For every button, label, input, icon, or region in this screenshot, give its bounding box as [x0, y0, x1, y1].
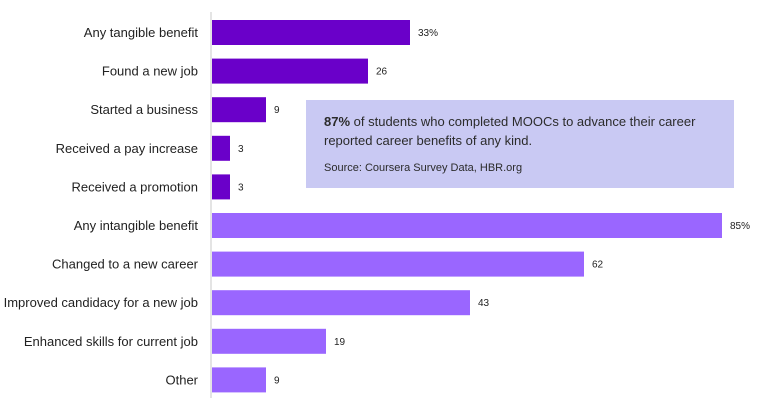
bar-received-a-promotion: [212, 174, 230, 200]
bar-started-a-business: [212, 97, 266, 123]
category-label-received-a-pay-increase: Received a pay increase: [56, 141, 198, 156]
value-label-received-a-pay-increase: 3: [238, 144, 244, 155]
bars: [212, 20, 722, 393]
bar-any-tangible-benefit: [212, 20, 410, 45]
bar-any-intangible-benefit: [212, 213, 722, 238]
callout-text: 87% of students who completed MOOCs to a…: [324, 112, 716, 150]
value-label-other: 9: [274, 375, 280, 386]
value-label-improved-candidacy-for-a-new-job: 43: [478, 298, 490, 309]
category-label-started-a-business: Started a business: [90, 102, 198, 117]
bar-enhanced-skills-for-current-job: [212, 328, 326, 354]
bar-received-a-pay-increase: [212, 135, 230, 161]
value-label-found-a-new-job: 26: [376, 67, 388, 78]
category-label-any-tangible-benefit: Any tangible benefit: [84, 25, 199, 40]
callout-highlight: 87%: [324, 114, 351, 129]
value-label-any-tangible-benefit: 33%: [418, 28, 438, 39]
category-label-received-a-promotion: Received a promotion: [72, 179, 198, 194]
bar-found-a-new-job: [212, 58, 368, 84]
value-label-received-a-promotion: 3: [238, 182, 244, 193]
category-label-found-a-new-job: Found a new job: [102, 64, 198, 79]
value-labels: 33% 26 9 3 3 85% 62 43 19 9: [238, 28, 750, 386]
callout-body: of students who completed MOOCs to advan…: [324, 114, 696, 148]
value-label-enhanced-skills-for-current-job: 19: [334, 337, 346, 348]
bar-other: [212, 367, 266, 393]
value-label-any-intangible-benefit: 85%: [730, 221, 750, 232]
callout-box: 87% of students who completed MOOCs to a…: [306, 100, 734, 188]
category-label-enhanced-skills-for-current-job: Enhanced skills for current job: [24, 334, 198, 349]
category-labels: Any tangible benefit Found a new job Start…: [4, 25, 199, 387]
callout-source: Source: Coursera Survey Data, HBR.org: [324, 162, 523, 174]
bar-changed-to-a-new-career: [212, 251, 584, 277]
category-label-other: Other: [165, 372, 198, 387]
category-label-changed-to-a-new-career: Changed to a new career: [52, 257, 199, 272]
category-label-any-intangible-benefit: Any intangible benefit: [74, 218, 199, 233]
category-label-improved-candidacy-for-a-new-job: Improved candidacy for a new job: [4, 295, 198, 310]
value-label-changed-to-a-new-career: 62: [592, 260, 604, 271]
value-label-started-a-business: 9: [274, 105, 280, 116]
bar-improved-candidacy-for-a-new-job: [212, 290, 470, 316]
